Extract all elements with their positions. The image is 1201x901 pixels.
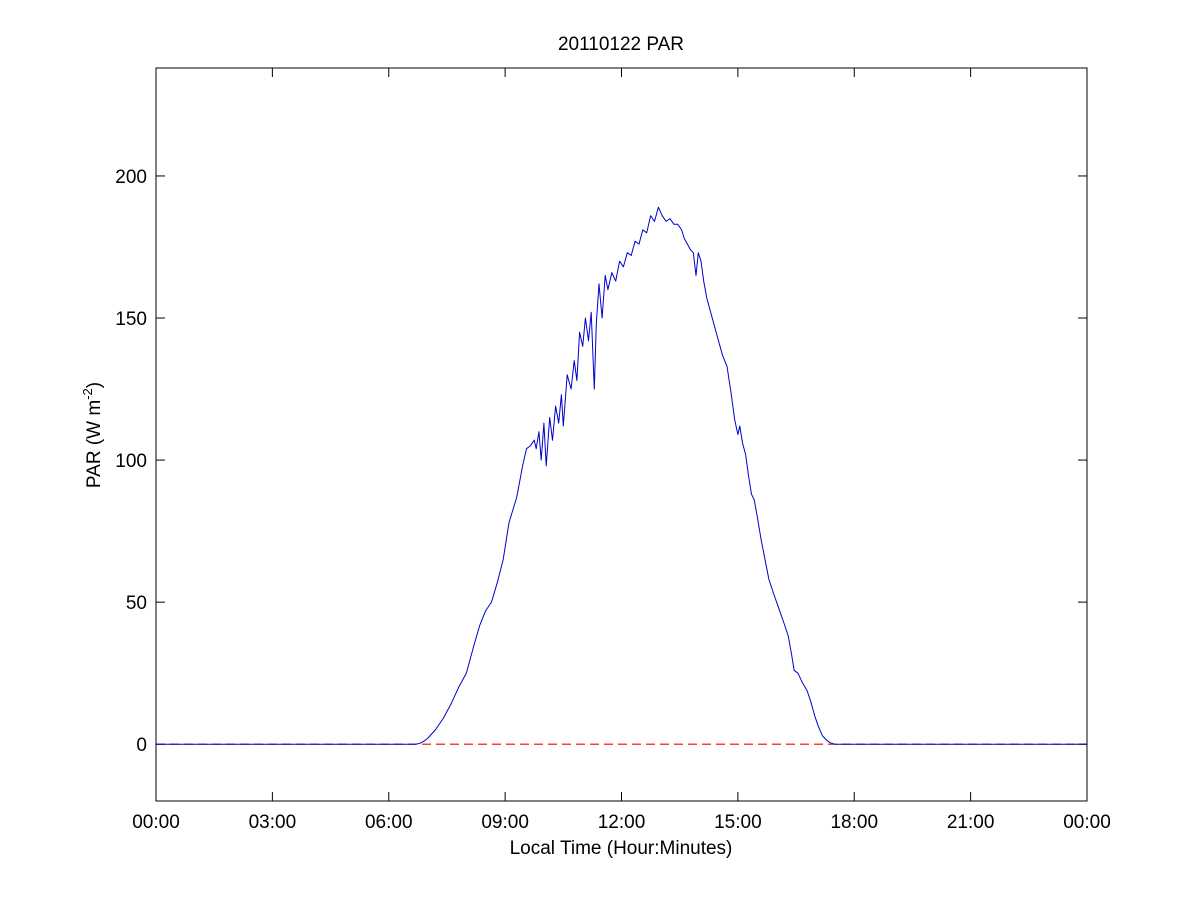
- x-tick-label: 00:00: [1063, 812, 1111, 833]
- chart-title: 20110122 PAR: [558, 34, 684, 55]
- y-axis-title-main: PAR (W m: [84, 400, 105, 488]
- x-tick-label: 18:00: [830, 812, 878, 833]
- y-tick-label: 150: [115, 309, 147, 330]
- x-tick-label: 06:00: [365, 812, 413, 833]
- x-tick-label: 03:00: [249, 812, 297, 833]
- y-tick-labels: 0 50 100 150 200: [115, 167, 147, 756]
- y-tick-label: 100: [115, 451, 147, 472]
- series-layer: [156, 206, 1087, 745]
- x-tick-label: 15:00: [714, 812, 762, 833]
- y-axis-title-superscript: -2: [80, 388, 95, 400]
- y-tick-label: 0: [136, 735, 147, 756]
- plot-area-frame: [155, 67, 1088, 802]
- x-tick-label: 09:00: [481, 812, 529, 833]
- y-tick-label: 200: [115, 167, 147, 188]
- y-axis-title: PAR (W m-2): [80, 382, 105, 488]
- x-axis-title: Local Time (Hour:Minutes): [510, 838, 733, 859]
- x-tick-label: 12:00: [598, 812, 646, 833]
- x-tick-label: 00:00: [132, 812, 180, 833]
- y-axis-title-end: ): [84, 382, 105, 388]
- x-tick-label: 21:00: [947, 812, 995, 833]
- x-tick-labels: 00:00 03:00 06:00 09:00 12:00 15:00 18:00 21:00…: [132, 812, 1111, 833]
- par-series-line: [156, 206, 1087, 745]
- y-tick-label: 50: [126, 593, 147, 614]
